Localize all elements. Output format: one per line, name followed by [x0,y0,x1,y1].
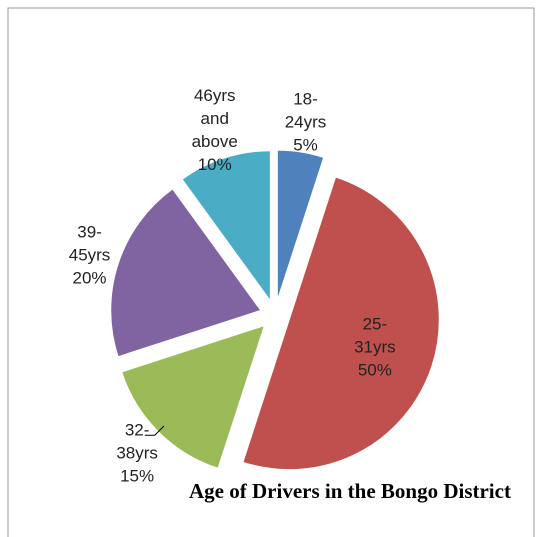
slice-label: 46yrs and above 10% [184,84,246,176]
slice-label: 18-24yrs 5% [275,88,337,157]
slice-label: 32-38yrs 15% [106,418,168,487]
value-label: 10% [197,154,232,174]
value-label: 5% [293,135,318,155]
pie-slice [276,149,325,301]
slice-label: 25-31yrs 50% [344,313,406,382]
value-label: 50% [357,360,392,380]
category-label: 25-31yrs [354,314,396,357]
category-label: 46yrs and above [191,85,238,151]
pie-slice [242,176,440,471]
category-label: 32-38yrs [116,420,158,463]
category-label: 18-24yrs [284,89,327,132]
slice-label: 39-45yrs 20% [59,220,121,289]
chart-frame [7,7,535,537]
pie-slice [110,188,262,358]
value-label: 20% [72,268,107,288]
pie-slice [181,150,271,303]
category-label: 39-45yrs [68,222,111,265]
leader-line [144,425,165,436]
chart-title: Age of Drivers in the Bongo District [189,479,511,503]
value-label: 15% [120,466,155,486]
